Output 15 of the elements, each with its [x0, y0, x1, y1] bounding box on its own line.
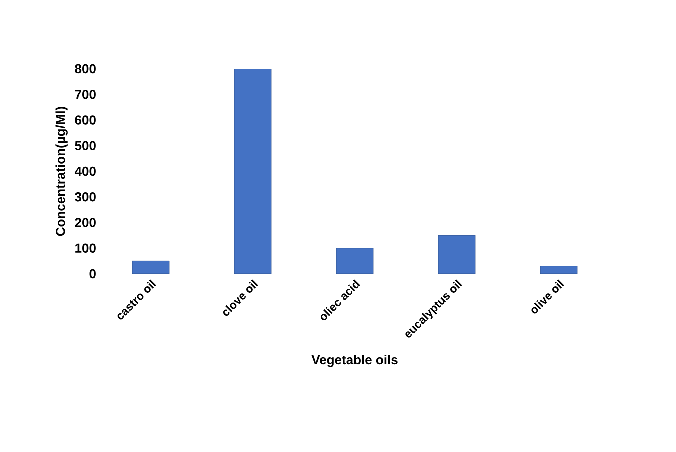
x-axis-title: Vegetable oils — [312, 355, 398, 368]
bar — [132, 260, 170, 274]
bar — [234, 69, 272, 274]
bar — [336, 248, 374, 274]
bar — [438, 235, 476, 274]
y-tick-label: 200 — [75, 218, 96, 228]
y-tick-label: 100 — [76, 244, 96, 253]
y-tick-label: 700 — [75, 90, 96, 100]
y-tick-label: 500 — [75, 141, 96, 150]
y-tick-label: 300 — [75, 192, 96, 202]
y-tick-label: 400 — [74, 166, 96, 176]
y-tick-label: 600 — [75, 116, 96, 125]
y-axis-title: Concentration(µg/Ml) — [56, 107, 68, 236]
y-tick-label: 0 — [90, 269, 96, 279]
y-tick-label: 800 — [75, 64, 96, 74]
